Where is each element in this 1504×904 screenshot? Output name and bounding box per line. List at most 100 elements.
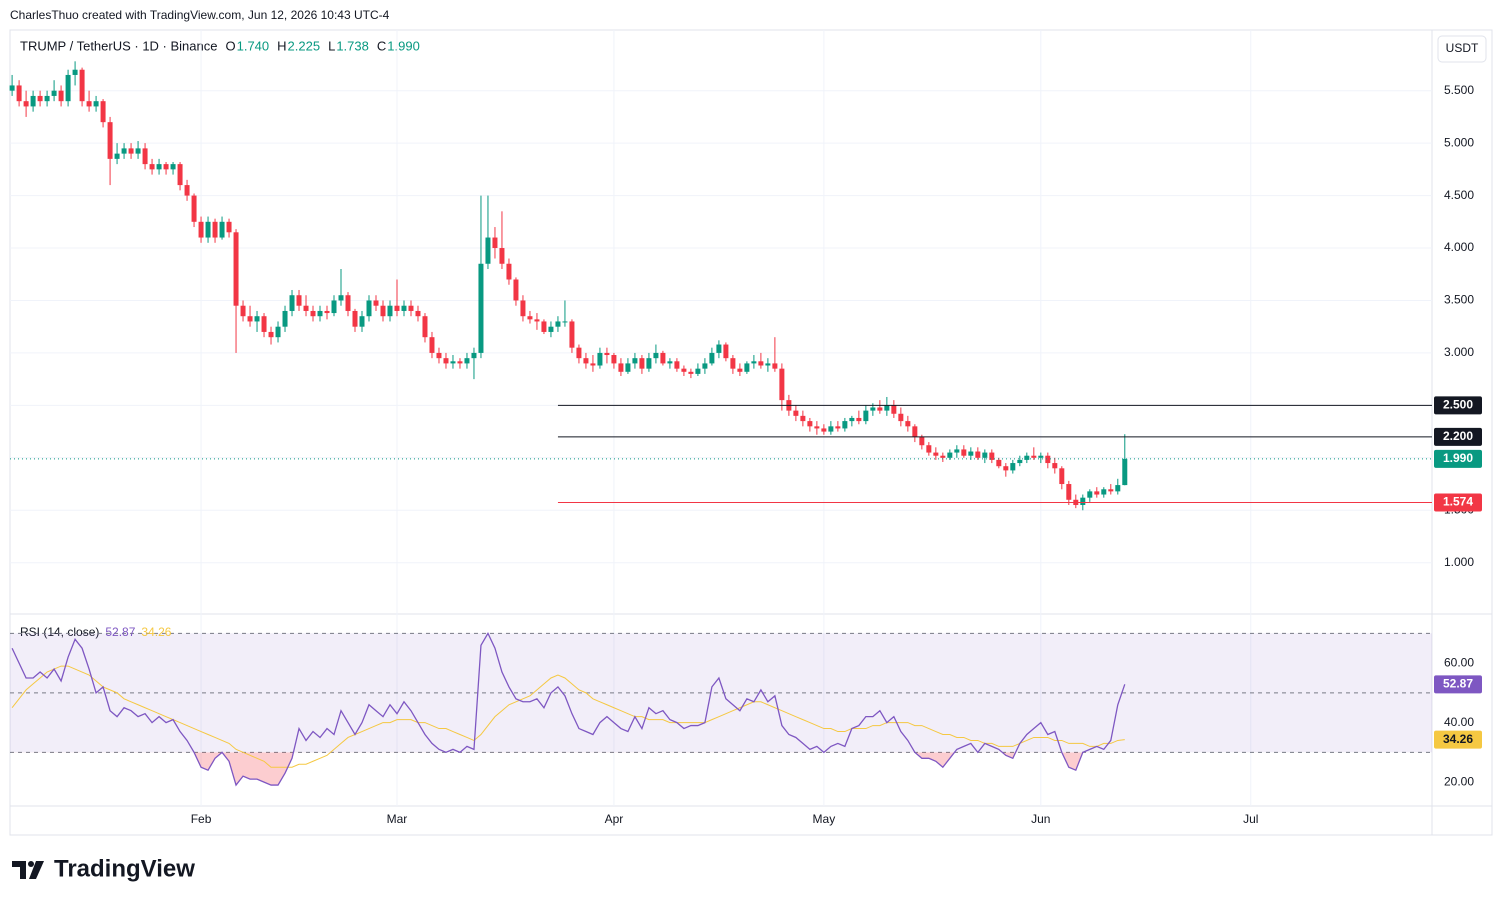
candle-body — [317, 310, 323, 317]
candle-body — [128, 148, 134, 154]
candle-body — [79, 69, 85, 102]
candle-body — [121, 148, 127, 154]
candle-body — [163, 164, 169, 170]
candle-body — [884, 405, 890, 411]
candle-body — [1031, 455, 1037, 458]
y-tick-label: 5.500 — [1444, 83, 1474, 97]
candle-body — [394, 305, 400, 311]
frame — [9, 29, 1493, 836]
x-tick-label: May — [813, 812, 836, 826]
candle-body — [44, 95, 50, 102]
candle-body — [751, 361, 757, 364]
candle-body — [142, 148, 148, 165]
candle-body — [93, 101, 99, 107]
ohlc-value: 1.740 — [237, 38, 270, 53]
candle-body — [359, 316, 365, 327]
candle-body — [793, 410, 799, 416]
candle-body — [23, 101, 29, 107]
ohlc-value: 2.225 — [288, 38, 321, 53]
y-tick-label: 4.500 — [1444, 188, 1474, 202]
level-badge — [1434, 396, 1482, 415]
candle-body — [604, 352, 610, 356]
candle-body — [191, 195, 197, 222]
candle-body — [667, 361, 673, 364]
candle-body — [506, 263, 512, 280]
candle-body — [233, 232, 239, 306]
candle-body — [583, 358, 589, 364]
candle-body — [723, 344, 729, 359]
candle-body — [422, 316, 428, 338]
candle-body — [954, 449, 960, 453]
candle-body — [576, 347, 582, 359]
candle-body — [30, 95, 36, 107]
ohlc-value: 1.738 — [336, 38, 369, 53]
rsi-badge — [1434, 730, 1482, 749]
candle-body — [471, 352, 477, 359]
candle-body — [170, 164, 176, 170]
candle-body — [338, 295, 344, 301]
candle-body — [912, 426, 918, 437]
candle-body — [72, 69, 78, 75]
candle-body — [100, 101, 106, 123]
rsi-tick-label: 40.00 — [1444, 715, 1474, 729]
candle-body — [849, 417, 855, 422]
candle-body — [800, 415, 806, 422]
candle-body — [16, 85, 22, 102]
candle-body — [716, 344, 722, 353]
candle-body — [1045, 455, 1051, 464]
candle-body — [639, 358, 645, 369]
candle-body — [835, 426, 841, 429]
logo — [12, 861, 44, 879]
rsi-legend-value: 52.87 — [105, 625, 135, 639]
candle-body — [590, 363, 596, 366]
ohlc-key: O — [225, 38, 235, 53]
candle-body — [947, 452, 953, 458]
candle-body — [618, 363, 624, 372]
candle-body — [1080, 497, 1086, 506]
last-price-badge — [1434, 449, 1482, 468]
candle-body — [380, 305, 386, 317]
candle-body — [1038, 455, 1044, 458]
candle-body — [1066, 484, 1072, 500]
candle-body — [933, 452, 939, 456]
candle-body — [226, 221, 232, 233]
candle-body — [681, 368, 687, 372]
candle-body — [709, 352, 715, 364]
candle-body — [401, 305, 407, 311]
level-badge — [1434, 493, 1482, 512]
candle-body — [366, 300, 372, 317]
candle-body — [261, 316, 267, 332]
y-tick-label: 3.500 — [1444, 293, 1474, 307]
candle-body — [156, 164, 162, 170]
candle-body — [149, 164, 155, 170]
candle-body — [436, 352, 442, 359]
candle-body — [821, 428, 827, 432]
candle-body — [1003, 466, 1009, 471]
currency-button[interactable] — [1437, 35, 1487, 63]
candle-body — [387, 305, 393, 317]
candle-body — [779, 368, 785, 401]
ohlc-key: L — [328, 38, 335, 53]
candle-body — [737, 368, 743, 372]
candle-body — [65, 74, 71, 102]
candle-body — [352, 310, 358, 327]
rsi-tick-label: 20.00 — [1444, 774, 1474, 788]
candle-body — [268, 331, 274, 338]
candle-body — [688, 371, 694, 374]
candle-body — [702, 363, 708, 369]
candle-body — [331, 300, 337, 314]
x-tick-label: Feb — [191, 812, 212, 826]
candle-body — [296, 295, 302, 306]
candle-body — [632, 358, 638, 364]
candle-body — [1017, 459, 1023, 464]
candle-body — [373, 300, 379, 306]
candle-body — [961, 449, 967, 456]
candle-body — [310, 310, 316, 317]
candle-body — [408, 305, 414, 311]
candle-body — [548, 326, 554, 332]
candle-body — [450, 361, 456, 364]
ohlc-key: C — [377, 38, 386, 53]
candle-body — [940, 455, 946, 458]
currency[interactable]: USDT — [1446, 41, 1479, 55]
